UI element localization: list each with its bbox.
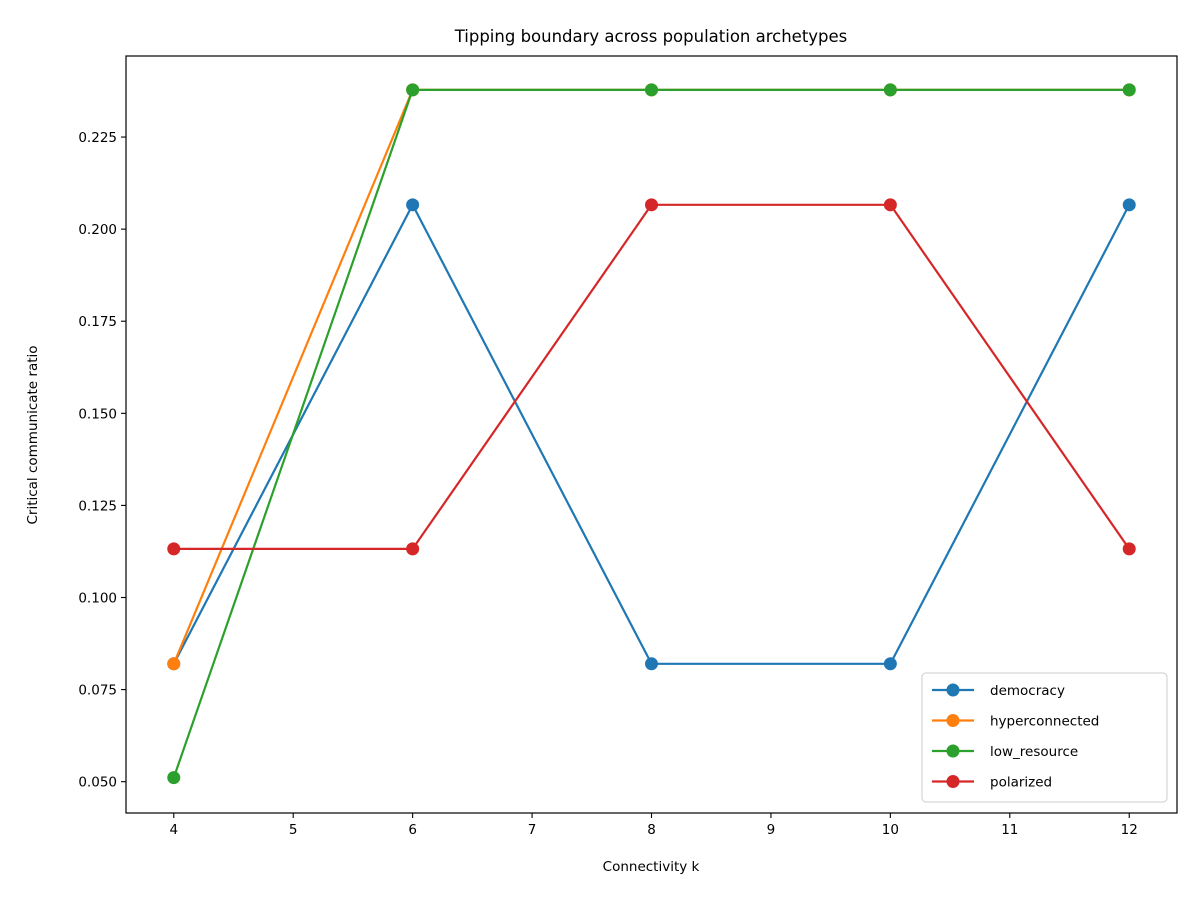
- data-point-marker: [883, 83, 897, 97]
- legend-marker-icon: [946, 775, 960, 788]
- legend-box: [921, 672, 1168, 803]
- data-point-marker: [167, 542, 181, 556]
- data-point-marker: [883, 657, 897, 671]
- x-tick-label: 6: [408, 822, 417, 838]
- y-tick-label: 0.175: [78, 314, 117, 330]
- data-point-marker: [645, 198, 658, 212]
- x-tick-label: 5: [289, 822, 298, 838]
- data-point-marker: [883, 198, 897, 212]
- y-tick-label: 0.200: [78, 222, 117, 238]
- legend-label: low_resource: [990, 744, 1078, 760]
- y-tick-label: 0.225: [78, 130, 117, 146]
- y-axis-label: Critical communicate ratio: [25, 345, 41, 524]
- series-line: [173, 203, 1131, 551]
- series-group: [167, 83, 1136, 785]
- y-tick-label: 0.125: [78, 498, 117, 514]
- x-tick-label: 11: [1001, 822, 1018, 838]
- data-point-marker: [645, 83, 658, 97]
- legend-label: hyperconnected: [990, 714, 1099, 730]
- data-point-marker: [167, 657, 181, 671]
- data-point-marker: [406, 198, 420, 212]
- x-tick-label: 4: [169, 822, 178, 838]
- y-tick-label: 0.150: [78, 406, 117, 422]
- x-tick-label: 9: [767, 822, 776, 838]
- data-point-marker: [1122, 83, 1136, 97]
- y-tick-label: 0.100: [78, 591, 117, 607]
- legend-label: polarized: [990, 775, 1052, 791]
- x-axis-ticks: 4 5 6 7 8 9 10 11 12: [169, 813, 1138, 838]
- data-point-marker: [1122, 198, 1136, 212]
- legend-marker-icon: [946, 714, 960, 727]
- x-tick-label: 10: [882, 822, 899, 838]
- x-tick-label: 12: [1121, 822, 1138, 838]
- data-point-marker: [406, 542, 420, 556]
- legend-marker-icon: [946, 744, 960, 758]
- x-axis-label: Connectivity k: [603, 859, 700, 875]
- chart-title-group: Tipping boundary across population arche…: [454, 27, 848, 46]
- chart-title: Tipping boundary across population arche…: [454, 27, 848, 46]
- data-point-marker: [167, 771, 181, 785]
- y-tick-label: 0.050: [78, 775, 117, 791]
- series-line: [172, 88, 1130, 665]
- series-polarized: [167, 198, 1136, 556]
- series-low-resource: [167, 83, 1136, 785]
- data-point-marker: [645, 657, 658, 671]
- x-tick-label: 8: [647, 822, 656, 838]
- y-tick-label: 0.075: [78, 683, 117, 699]
- y-axis-ticks: 0.050 0.075 0.100 0.125 0.150 0.175 0.200 0.225: [78, 130, 126, 791]
- legend: democracy hyperconnected low_resourcepolar…: [921, 672, 1168, 803]
- legend-label: democracy: [990, 683, 1065, 699]
- x-tick-label: 7: [528, 822, 537, 838]
- series-line: [172, 203, 1131, 665]
- series-democracy: [167, 198, 1136, 671]
- data-point-marker: [1122, 542, 1136, 556]
- legend-marker-icon: [946, 683, 960, 697]
- data-point-marker: [406, 83, 420, 97]
